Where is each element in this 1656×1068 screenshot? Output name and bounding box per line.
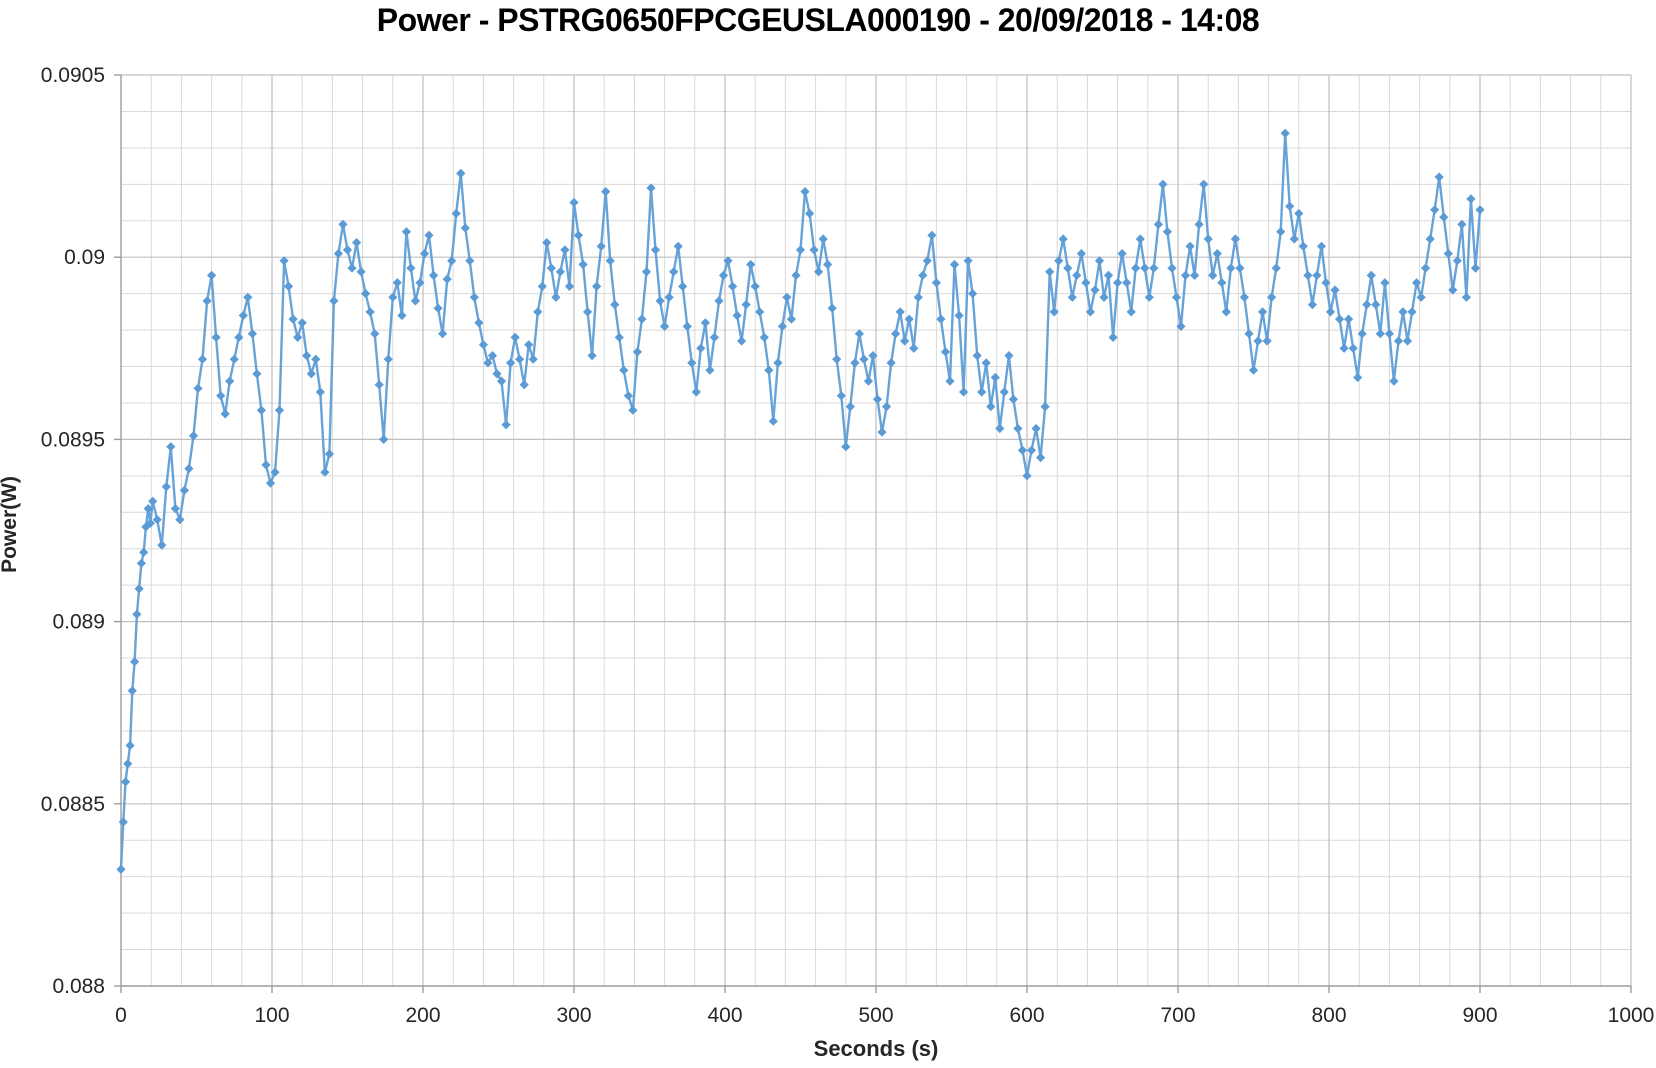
- x-tick-label: 400: [707, 1004, 742, 1027]
- chart-title: Power - PSTRG0650FPCGEUSLA000190 - 20/09…: [376, 2, 1260, 38]
- y-tick-label: 0.0885: [41, 793, 105, 816]
- y-tick-label: 0.089: [52, 611, 105, 634]
- x-tick-label: 300: [556, 1004, 591, 1027]
- x-axis-title: Seconds (s): [814, 1036, 939, 1061]
- x-tick-label: 200: [405, 1004, 440, 1027]
- y-tick-label: 0.088: [52, 975, 105, 998]
- x-tick-label: 1000: [1608, 1004, 1655, 1027]
- x-tick-label: 0: [115, 1004, 127, 1027]
- x-tick-label: 800: [1311, 1004, 1346, 1027]
- series-line: [119, 132, 1482, 870]
- y-tick-label: 0.0895: [41, 428, 105, 451]
- x-tick-label: 100: [254, 1004, 289, 1027]
- x-tick-label: 600: [1009, 1004, 1044, 1027]
- y-axis-title: Power(W): [0, 476, 21, 573]
- y-tick-label: 0.0905: [41, 64, 105, 87]
- y-tick-label: 0.09: [64, 246, 105, 269]
- x-tick-label: 900: [1462, 1004, 1497, 1027]
- x-tick-label: 700: [1160, 1004, 1195, 1027]
- x-tick-label: 500: [858, 1004, 893, 1027]
